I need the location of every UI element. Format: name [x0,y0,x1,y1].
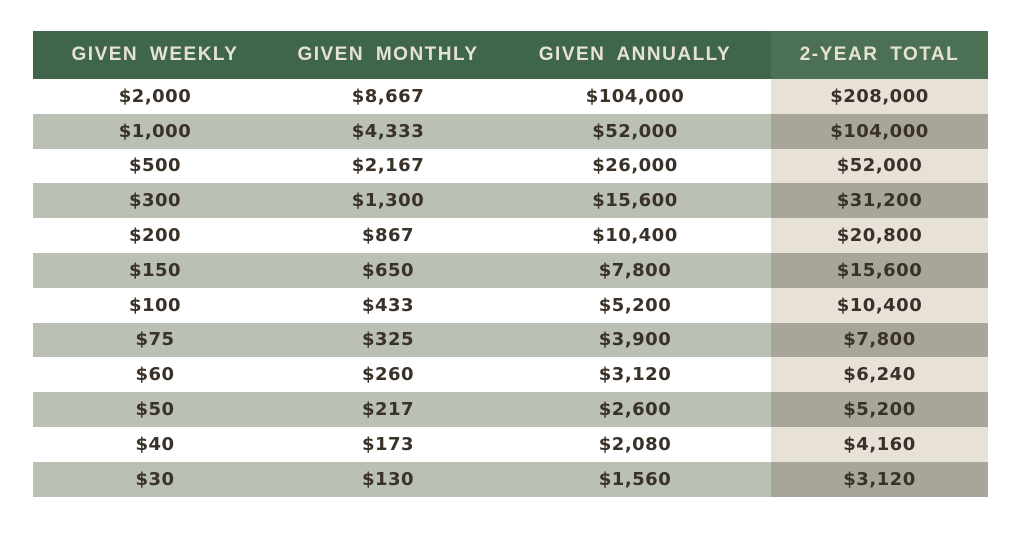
table-cell-two-year-total: $3,120 [771,461,988,497]
table-cell-two-year-total: $6,240 [771,357,988,393]
table-cell: $130 [361,468,415,490]
table-cell-two-year-total: $52,000 [771,148,988,184]
table-cell-two-year-total: $10,400 [771,287,988,323]
column-header-given-annually: GIVEN ANNUALLY [499,31,771,79]
table-cell: $26,000 [592,155,678,177]
table-row: $1,000 $4,333 $52,000 $104,000 [33,113,988,149]
table-cell: $8,667 [351,85,425,107]
table-cell-two-year-total: $31,200 [771,183,988,219]
table-cell: $10,400 [592,225,678,247]
table-cell-two-year-total: $4,160 [771,426,988,462]
table-cell: $200 [128,225,182,247]
table-cell-two-year-total: $208,000 [771,79,988,114]
table-row: $75 $325 $3,900 $7,800 [33,322,988,358]
table-cell: $217 [361,399,415,421]
table-header-row: GIVEN WEEKLY GIVEN MONTHLY GIVEN ANNUALL… [33,31,988,79]
giving-table: GIVEN WEEKLY GIVEN MONTHLY GIVEN ANNUALL… [33,31,988,497]
table-cell-two-year-total: $7,800 [771,322,988,358]
table-row: $2,000 $8,667 $104,000 $208,000 [33,79,988,114]
table-cell: $3,900 [598,329,672,351]
column-header-given-weekly: GIVEN WEEKLY [33,31,277,79]
table-row: $100 $433 $5,200 $10,400 [33,287,988,323]
table-cell: $75 [135,329,175,351]
table-cell: $50 [135,399,175,421]
table-cell: $433 [361,294,415,316]
table-cell: $867 [361,225,415,247]
table-cell: $300 [128,190,182,212]
table-row: $200 $867 $10,400 $20,800 [33,218,988,253]
table-cell: $60 [135,364,175,386]
table-cell-two-year-total: $5,200 [771,392,988,427]
table-cell-two-year-total: $15,600 [771,252,988,288]
table-cell: $260 [361,364,415,386]
table-row: $40 $173 $2,080 $4,160 [33,426,988,462]
table-cell: $104,000 [585,85,685,107]
table-cell: $30 [135,468,175,490]
table-row: $60 $260 $3,120 $6,240 [33,357,988,393]
table-cell: $5,200 [598,294,672,316]
column-header-two-year-total: 2-YEAR TOTAL [771,31,988,79]
table-row: $30 $130 $1,560 $3,120 [33,461,988,497]
table-row: $150 $650 $7,800 $15,600 [33,252,988,288]
table-cell: $1,560 [598,468,672,490]
table-cell: $40 [135,433,175,455]
table-cell: $173 [361,433,415,455]
table-cell: $7,800 [598,259,672,281]
table-cell: $2,167 [351,155,425,177]
table-cell: $2,000 [118,85,192,107]
table-cell: $1,000 [118,120,192,142]
column-header-given-monthly: GIVEN MONTHLY [277,31,499,79]
table-cell: $3,120 [598,364,672,386]
table-cell: $2,080 [598,433,672,455]
table-row: $500 $2,167 $26,000 $52,000 [33,148,988,184]
table-cell: $650 [361,259,415,281]
table-cell: $500 [128,155,182,177]
table-cell: $325 [361,329,415,351]
table-cell: $2,600 [598,399,672,421]
table-cell: $15,600 [592,190,678,212]
table-row: $300 $1,300 $15,600 $31,200 [33,183,988,219]
table-body: $2,000 $8,667 $104,000 $208,000 $1,000 $4,333… [33,79,988,497]
table-cell: $4,333 [351,120,425,142]
table-cell: $150 [128,259,182,281]
table-cell-two-year-total: $20,800 [771,218,988,253]
table-cell-two-year-total: $104,000 [771,113,988,149]
table-cell: $100 [128,294,182,316]
table-cell: $52,000 [592,120,678,142]
table-row: $50 $217 $2,600 $5,200 [33,392,988,427]
table-cell: $1,300 [351,190,425,212]
